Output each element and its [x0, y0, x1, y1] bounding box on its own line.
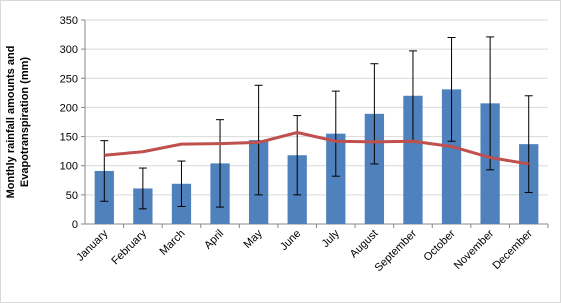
error-bar — [331, 90, 340, 177]
error-bar — [138, 167, 147, 210]
bar — [441, 89, 462, 224]
error-bar — [216, 119, 225, 208]
error-bar — [254, 84, 263, 196]
y-tick-label: 200 — [60, 102, 78, 114]
y-tick-label: 0 — [72, 219, 78, 231]
error-bar — [486, 36, 495, 171]
y-axis-label-line: Monthly rainfall amounts and — [5, 46, 17, 199]
line — [104, 130, 529, 166]
bar — [326, 133, 346, 224]
y-axis-label-line: Evapotranspiration (mm) — [19, 57, 31, 188]
error-bar — [177, 160, 186, 208]
error-bar — [370, 63, 379, 165]
y-tick-label: 350 — [60, 15, 78, 27]
bar — [403, 95, 423, 225]
error-bar — [293, 115, 302, 196]
y-tick-label: 100 — [60, 161, 78, 173]
y-tick-label: 150 — [60, 132, 78, 144]
y-axis-label: Monthly rainfall amounts and Evapotransp… — [5, 46, 31, 199]
y-tick-label: 300 — [60, 44, 78, 56]
y-tick-label: 250 — [60, 73, 78, 85]
y-tick-label: 50 — [66, 190, 78, 202]
error-bar — [100, 140, 109, 202]
error-bar — [524, 95, 533, 194]
error-bar — [447, 36, 456, 142]
